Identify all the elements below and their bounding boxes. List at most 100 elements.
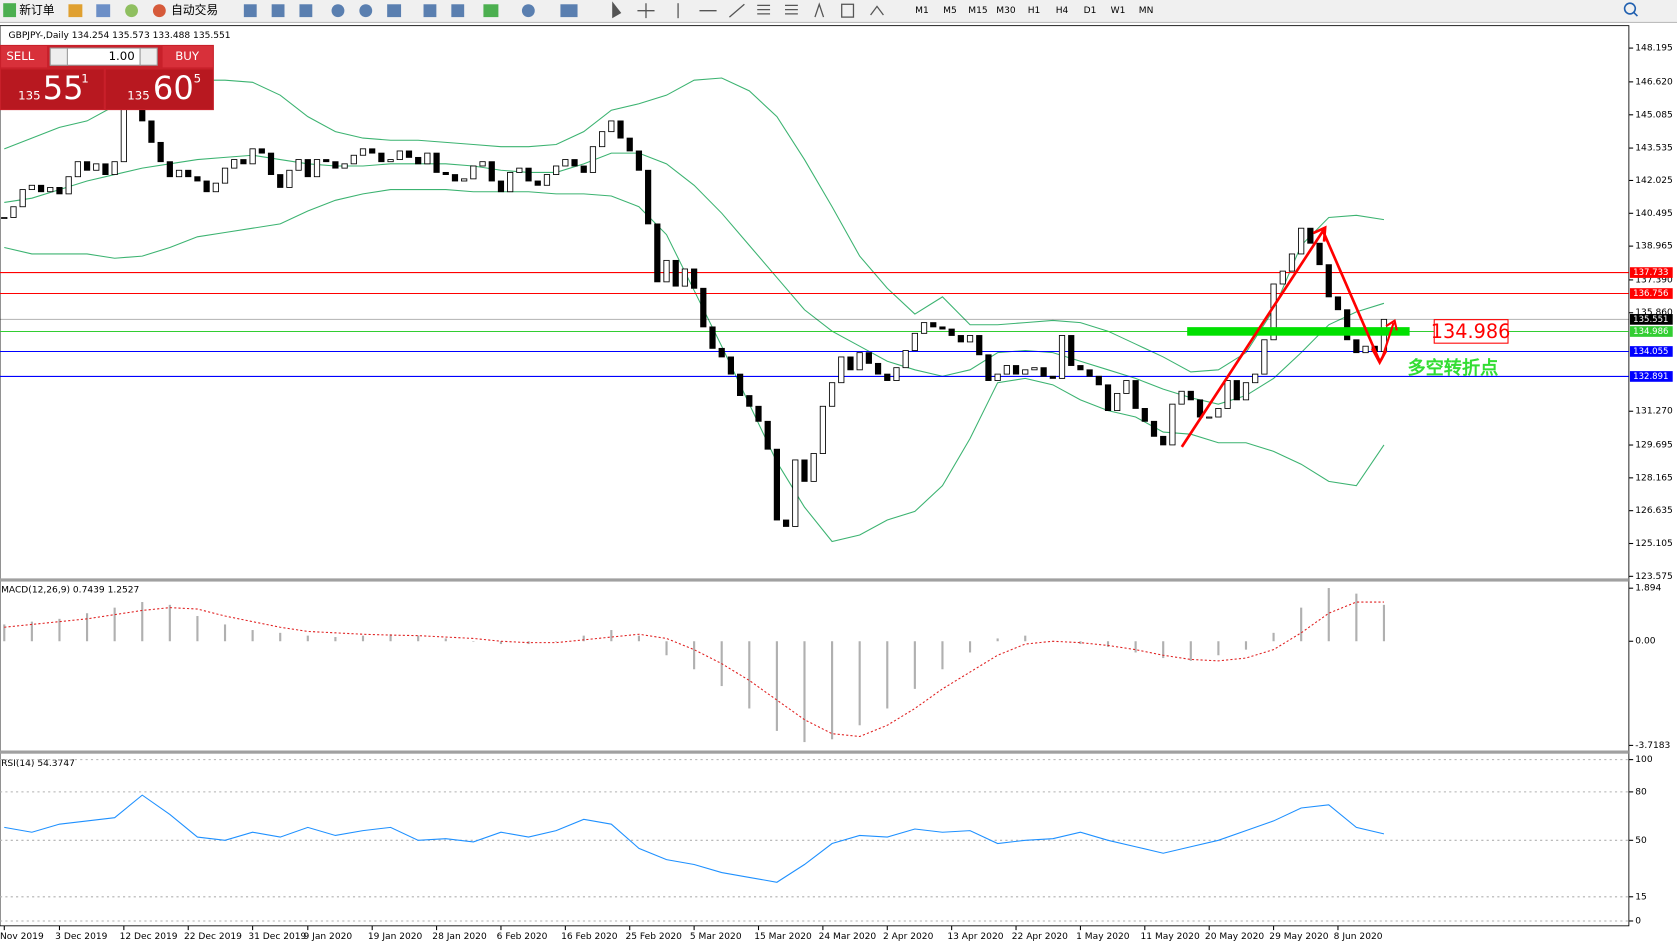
timeframe-button[interactable]: MN [1139, 6, 1154, 16]
icon[interactable] [560, 4, 578, 18]
timeframe-button[interactable]: H1 [1028, 6, 1041, 16]
bid-box[interactable] [1, 69, 104, 110]
icon[interactable] [359, 4, 373, 18]
timeframe-button[interactable]: M30 [996, 6, 1016, 16]
ask-fraction: 5 [194, 72, 201, 86]
candle-body [534, 180, 541, 186]
candle-body [1141, 408, 1148, 422]
search-icon-handle [1632, 11, 1638, 17]
icon[interactable] [125, 4, 138, 18]
timeframe-button[interactable]: M1 [915, 6, 929, 16]
candle-body [874, 362, 882, 375]
icon[interactable] [521, 4, 535, 18]
macd-bar [444, 638, 447, 642]
icon[interactable] [299, 4, 313, 18]
candle-body [939, 326, 946, 330]
ask-big: 135 [127, 89, 149, 103]
candle-body [1316, 242, 1323, 266]
candle-body [488, 161, 495, 182]
icon[interactable] [271, 4, 285, 18]
fibo-icon[interactable] [757, 4, 771, 15]
buy-button[interactable]: BUY [162, 45, 213, 68]
candle-body [47, 187, 54, 193]
sell-button[interactable]: SELL [1, 45, 48, 68]
icon[interactable] [451, 4, 465, 18]
channel-icon[interactable] [785, 4, 798, 15]
chart-header: GBPJPY-,Daily 134.254 135.573 133.488 13… [9, 31, 231, 41]
macd-bar [499, 641, 503, 645]
candle-body [497, 180, 505, 193]
label-icon[interactable] [841, 3, 855, 18]
macd-bar [306, 635, 309, 642]
icon[interactable] [96, 4, 111, 18]
candle-body [1104, 384, 1112, 412]
candle-body [194, 176, 201, 182]
x-tick-label: 24 Mar 2020 [819, 932, 877, 942]
timeframe-button[interactable]: M15 [968, 6, 987, 16]
y-tick-label: 126.635 [1635, 506, 1673, 516]
icon[interactable] [331, 4, 345, 18]
candle-body [865, 352, 872, 364]
candle-body [838, 356, 845, 384]
candle-body [691, 268, 698, 289]
candle-body [718, 347, 725, 358]
search-icon[interactable] [1623, 2, 1637, 15]
icon[interactable] [423, 4, 437, 18]
macd-bar [941, 641, 944, 670]
macd-bar [1217, 641, 1220, 656]
macd-bar [1382, 604, 1386, 642]
price-level-tag [1629, 267, 1673, 278]
ask-pips: 60 [153, 69, 194, 107]
text-icon[interactable] [814, 2, 825, 18]
candle-body [1307, 227, 1314, 244]
bid-pips: 55 [43, 69, 84, 107]
crosshair-icon[interactable] [637, 3, 655, 19]
candle-body [663, 259, 670, 283]
y-tick-label: 15 [1635, 892, 1647, 902]
candle-body [856, 352, 863, 371]
lot-down[interactable] [49, 47, 68, 66]
icon[interactable] [483, 4, 499, 18]
new-order-button[interactable]: 新订单 [3, 3, 55, 17]
timeframe-button[interactable]: D1 [1084, 6, 1097, 16]
candle-body [258, 148, 265, 154]
candle-body [884, 373, 891, 381]
candle-body [1012, 365, 1020, 375]
timeframe-button[interactable]: W1 [1111, 6, 1126, 16]
macd-bar [251, 630, 254, 642]
icon[interactable] [68, 4, 83, 18]
shapes-icon[interactable] [870, 5, 884, 16]
ask-box[interactable] [105, 69, 213, 110]
x-tick-label: 22 Apr 2020 [1012, 932, 1068, 942]
timeframe-bar: M1 M5 M15 M30 H1 H4 D1 W1 MN [915, 6, 1153, 16]
candle-body [405, 150, 413, 158]
candle-body [1353, 339, 1360, 354]
macd-bar [196, 616, 199, 642]
auto-trading-button[interactable]: 自动交易 [152, 3, 218, 17]
buy-label: BUY [175, 49, 200, 63]
icon[interactable] [243, 4, 257, 18]
candle-body [902, 350, 909, 369]
candle-body [1252, 373, 1259, 384]
x-tick-label: 22 Dec 2019 [184, 932, 242, 942]
candle-body [1031, 367, 1038, 371]
cursor-icon[interactable] [612, 1, 622, 19]
candle-body [1040, 367, 1047, 377]
macd-bar [1079, 641, 1082, 645]
timeframe-button[interactable]: M5 [943, 6, 957, 16]
x-tick-label: 15 Mar 2020 [754, 932, 812, 942]
candle-body [65, 176, 72, 195]
y-tick-label: 125.105 [1635, 539, 1673, 549]
bid-big: 135 [18, 89, 40, 103]
y-tick-label: 146.620 [1635, 77, 1673, 87]
candle-body [1224, 380, 1231, 409]
timeframe-button[interactable]: H4 [1056, 6, 1069, 16]
trendline-icon[interactable] [728, 3, 745, 18]
icon[interactable] [387, 4, 402, 18]
price-callout-box [1433, 319, 1509, 344]
lot-up[interactable] [139, 47, 158, 66]
y-tick-label: 128.165 [1635, 473, 1673, 483]
y-tick-label: 50 [1635, 836, 1647, 846]
indicator-label: MACD(12,26,9) 0.7439 1.2527 [1, 586, 139, 596]
macd-bar [1300, 607, 1303, 642]
